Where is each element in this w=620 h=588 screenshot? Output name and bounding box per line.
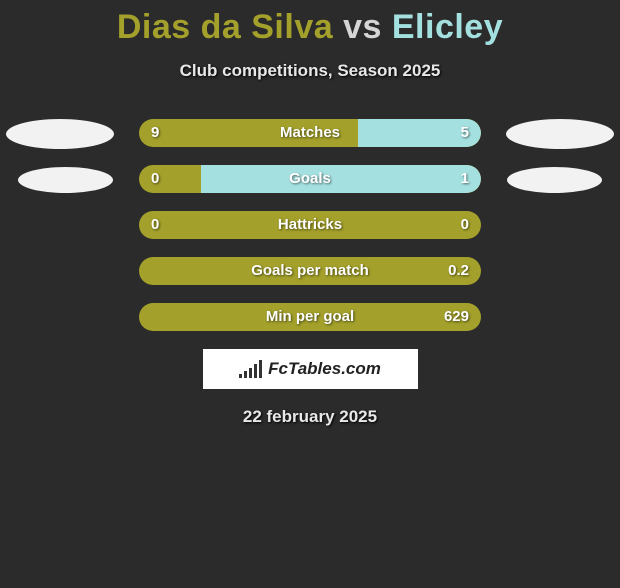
metric-name: Min per goal <box>139 303 481 331</box>
player1-photo-placeholder <box>6 119 114 149</box>
metric-value-right: 5 <box>461 119 469 147</box>
player2-name: Elicley <box>392 8 503 46</box>
logo-bars-icon <box>239 360 262 378</box>
metric-name: Goals per match <box>139 257 481 285</box>
comparison-title: Dias da Silva vs Elicley <box>0 8 620 47</box>
metric-value-right: 0.2 <box>448 257 469 285</box>
metric-name: Matches <box>139 119 481 147</box>
player2-photo-placeholder <box>506 119 614 149</box>
player2-club-placeholder <box>507 167 602 193</box>
metric-name: Goals <box>139 165 481 193</box>
date-label: 22 february 2025 <box>0 407 620 427</box>
metric-row: Goals per match0.2 <box>139 257 481 285</box>
subtitle: Club competitions, Season 2025 <box>0 61 620 81</box>
logo-text: FcTables.com <box>268 359 381 379</box>
metric-name: Hattricks <box>139 211 481 239</box>
comparison-chart: 9Matches50Goals10Hattricks0Goals per mat… <box>0 119 620 331</box>
metric-row: Min per goal629 <box>139 303 481 331</box>
fctables-logo: FcTables.com <box>203 349 418 389</box>
metric-row: 0Hattricks0 <box>139 211 481 239</box>
metric-rows: 9Matches50Goals10Hattricks0Goals per mat… <box>139 119 481 331</box>
metric-value-right: 1 <box>461 165 469 193</box>
player1-club-placeholder <box>18 167 113 193</box>
player1-name: Dias da Silva <box>117 8 333 46</box>
metric-value-right: 629 <box>444 303 469 331</box>
vs-text: vs <box>343 8 382 46</box>
metric-row: 0Goals1 <box>139 165 481 193</box>
metric-row: 9Matches5 <box>139 119 481 147</box>
metric-value-right: 0 <box>461 211 469 239</box>
